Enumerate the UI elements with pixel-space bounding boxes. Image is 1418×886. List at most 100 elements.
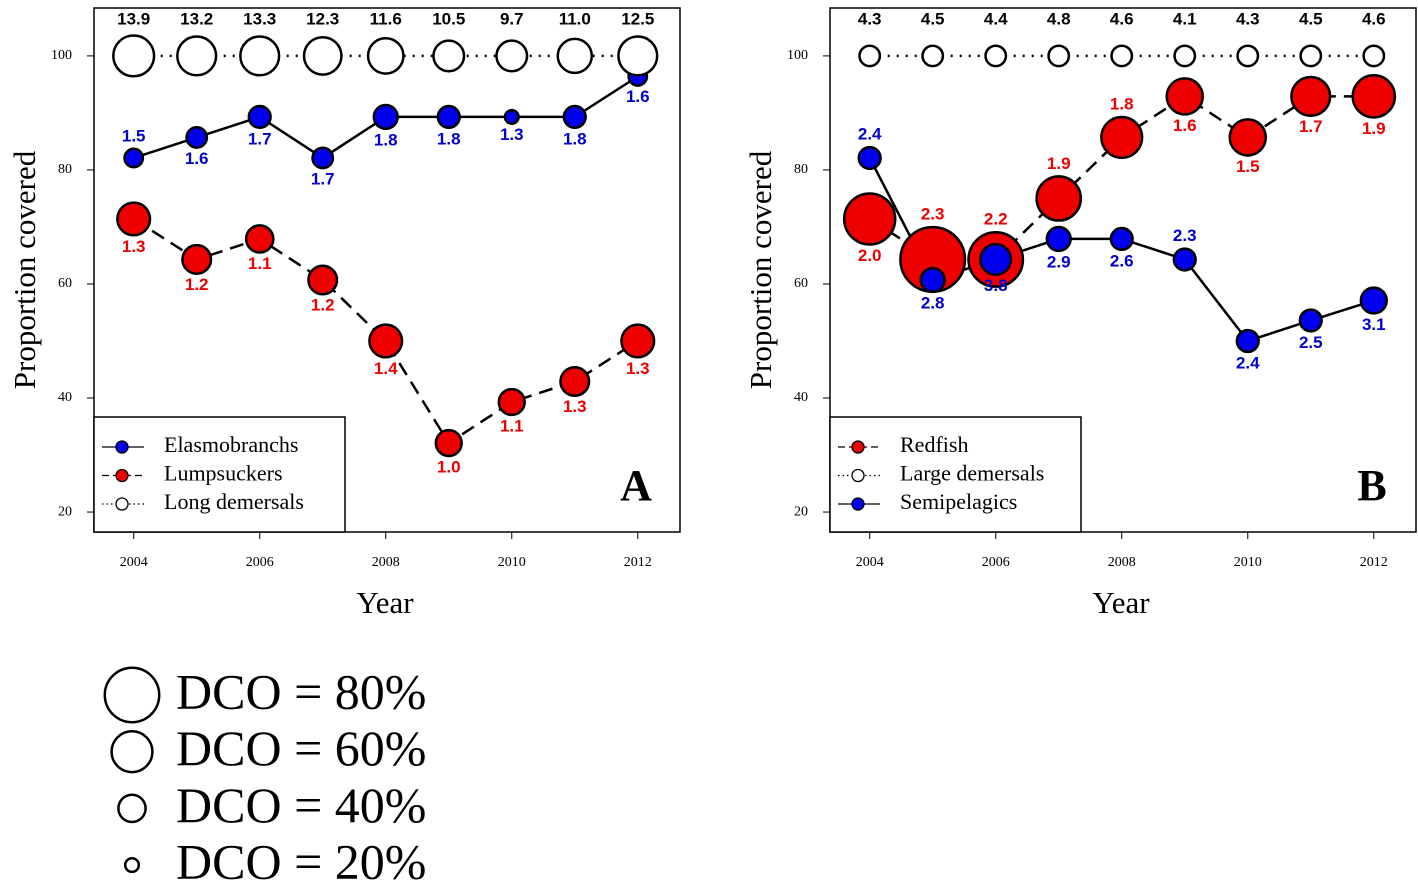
bubble [1359,286,1388,315]
point-label: 1.2 [311,296,335,315]
bubble [1165,77,1205,116]
bubble [1236,44,1260,68]
bubble [123,147,145,169]
plot-frame [829,7,1417,533]
point-label: 4.8 [1047,9,1071,28]
x-tick-label: 2012 [624,555,652,570]
bubble [559,365,591,398]
bubble [244,224,275,254]
x-tick-label: 2012 [1360,555,1388,570]
legend-label: Elasmobranchs [164,432,298,457]
bubble [1228,118,1268,157]
y-tick-label: 100 [51,48,72,63]
bubble [436,104,461,130]
y-tick-label: 80 [58,162,72,177]
point-label: 2.0 [858,246,882,265]
point-label: 2.4 [858,125,882,144]
point-label: 1.8 [437,129,461,148]
y-axis-title: Proportion covered [743,150,778,389]
point-label: 1.4 [374,359,398,378]
point-label: 4.3 [1236,9,1260,28]
bubble [239,35,281,77]
point-label: 2.8 [921,293,945,312]
bubble [1110,44,1134,68]
bubble [366,36,405,75]
point-label: 2.4 [1236,353,1260,372]
point-label: 3.1 [1362,315,1386,334]
point-label: 4.5 [1299,9,1323,28]
bubble [503,108,520,125]
point-label: 2.3 [1173,226,1197,245]
bubble [979,242,1013,277]
size-legend-circle [103,666,161,724]
point-label: 1.2 [185,275,209,294]
legend-label: Lumpsuckers [164,461,283,486]
bubble [1047,44,1071,68]
point-label: 13.3 [243,9,276,28]
bubble [562,104,587,130]
x-axis-title: Year [1092,585,1150,620]
size-legend-label: DCO = 60% [176,720,426,776]
y-tick-label: 20 [58,504,72,519]
point-label: 12.5 [621,9,654,28]
point-label: 4.6 [1110,9,1134,28]
bubble [556,37,594,75]
size-legend-label: DCO = 40% [176,777,426,833]
x-axis-title: Year [356,585,414,620]
legend-label: Long demersals [164,489,304,514]
point-label: 3.8 [984,276,1008,295]
bubble [1172,247,1197,272]
bubble [185,125,209,149]
bubble [497,387,526,417]
bubble [1045,225,1072,253]
series-line [133,217,639,445]
legend-marker [115,440,129,454]
legend-label: Semipelagics [900,489,1017,514]
point-label: 2.2 [984,210,1008,229]
x-tick-label: 2004 [856,555,884,570]
point-label: 1.6 [1173,116,1197,135]
y-tick-label: 40 [794,390,808,405]
x-tick-label: 2008 [1108,555,1136,570]
legend-marker [115,468,129,483]
bubble [307,264,339,296]
bubble [984,44,1008,68]
bubble [1299,44,1323,68]
x-tick-label: 2006 [982,555,1010,570]
bubble [434,428,463,458]
bubble [1235,328,1260,354]
legend-label: Redfish [900,432,968,457]
panel-label: A [620,461,652,510]
legend-box [93,416,346,533]
legend-marker [851,468,865,483]
x-tick-label: 2010 [498,555,526,570]
y-tick-label: 60 [794,276,808,291]
point-label: 1.0 [437,457,461,476]
x-tick-label: 2004 [120,555,148,570]
bubble [858,44,882,68]
point-label: 4.3 [858,9,882,28]
bubble [116,201,152,237]
point-label: 4.6 [1362,9,1386,28]
x-tick-label: 2010 [1234,555,1262,570]
point-label: 2.9 [1047,252,1071,271]
plot-frame [93,7,681,533]
point-label: 1.3 [626,359,650,378]
point-label: 12.3 [306,9,339,28]
bubble [1298,308,1323,333]
bubble [181,243,213,275]
bubble [1362,44,1386,68]
point-label: 13.9 [117,9,150,28]
point-label: 4.1 [1173,9,1197,28]
point-label: 1.6 [626,87,650,106]
legend-label: Large demersals [900,461,1044,486]
point-label: 1.7 [311,170,335,189]
bubble [1351,74,1397,119]
point-label: 1.7 [248,129,272,148]
bubble [857,145,882,171]
y-tick-label: 100 [787,48,808,63]
y-axis-title: Proportion covered [7,150,42,389]
bubble [112,34,156,78]
bubble [1109,226,1134,252]
y-tick-label: 80 [794,162,808,177]
